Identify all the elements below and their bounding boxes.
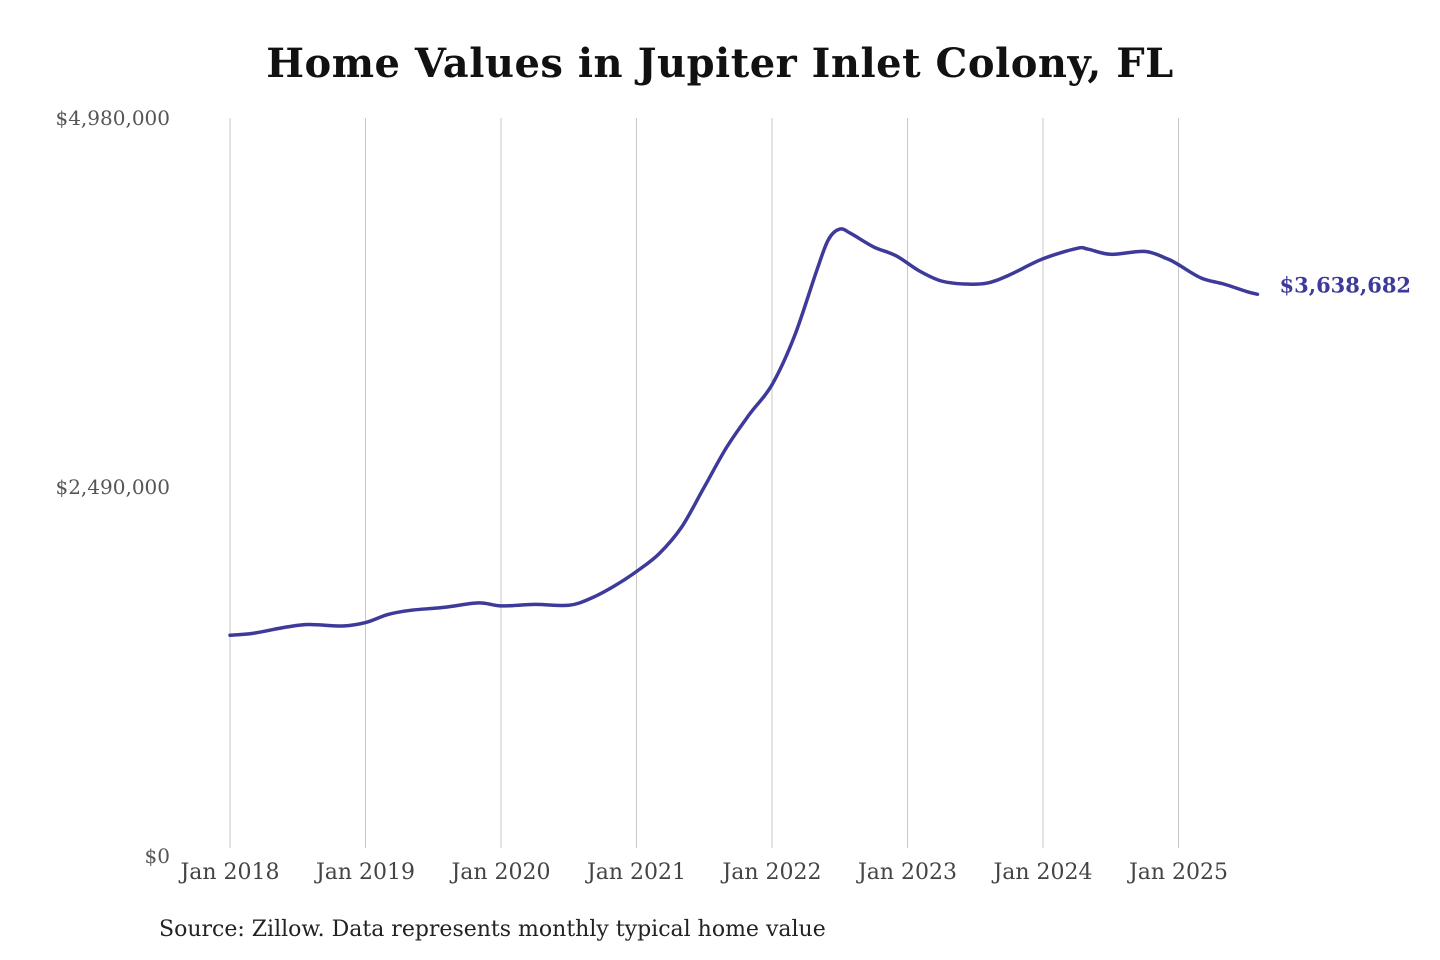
x-tick-label: Jan 2025 [1127,860,1228,885]
x-tick-label: Jan 2019 [314,860,415,885]
end-value-label: $3,638,682 [1280,272,1412,297]
chart-title: Home Values in Jupiter Inlet Colony, FL [266,40,1174,87]
x-tick-label: Jan 2020 [449,860,550,885]
x-tick-label: Jan 2021 [585,860,686,885]
source-note: Source: Zillow. Data represents monthly … [159,917,826,942]
y-axis-ticks: $4,980,000 $2,490,000 $0 [55,106,170,868]
x-tick-label: Jan 2022 [720,860,821,885]
y-tick-label: $2,490,000 [55,475,170,499]
y-tick-label: $0 [145,844,170,868]
x-axis-ticks: Jan 2018 Jan 2019 Jan 2020 Jan 2021 Jan 2022… [178,860,1228,885]
y-tick-label: $4,980,000 [55,106,170,130]
gridlines [229,118,1179,848]
series-line [228,227,1260,637]
x-tick-label: Jan 2023 [856,860,957,885]
x-tick-label: Jan 2018 [178,860,279,885]
x-tick-label: Jan 2024 [991,860,1092,885]
